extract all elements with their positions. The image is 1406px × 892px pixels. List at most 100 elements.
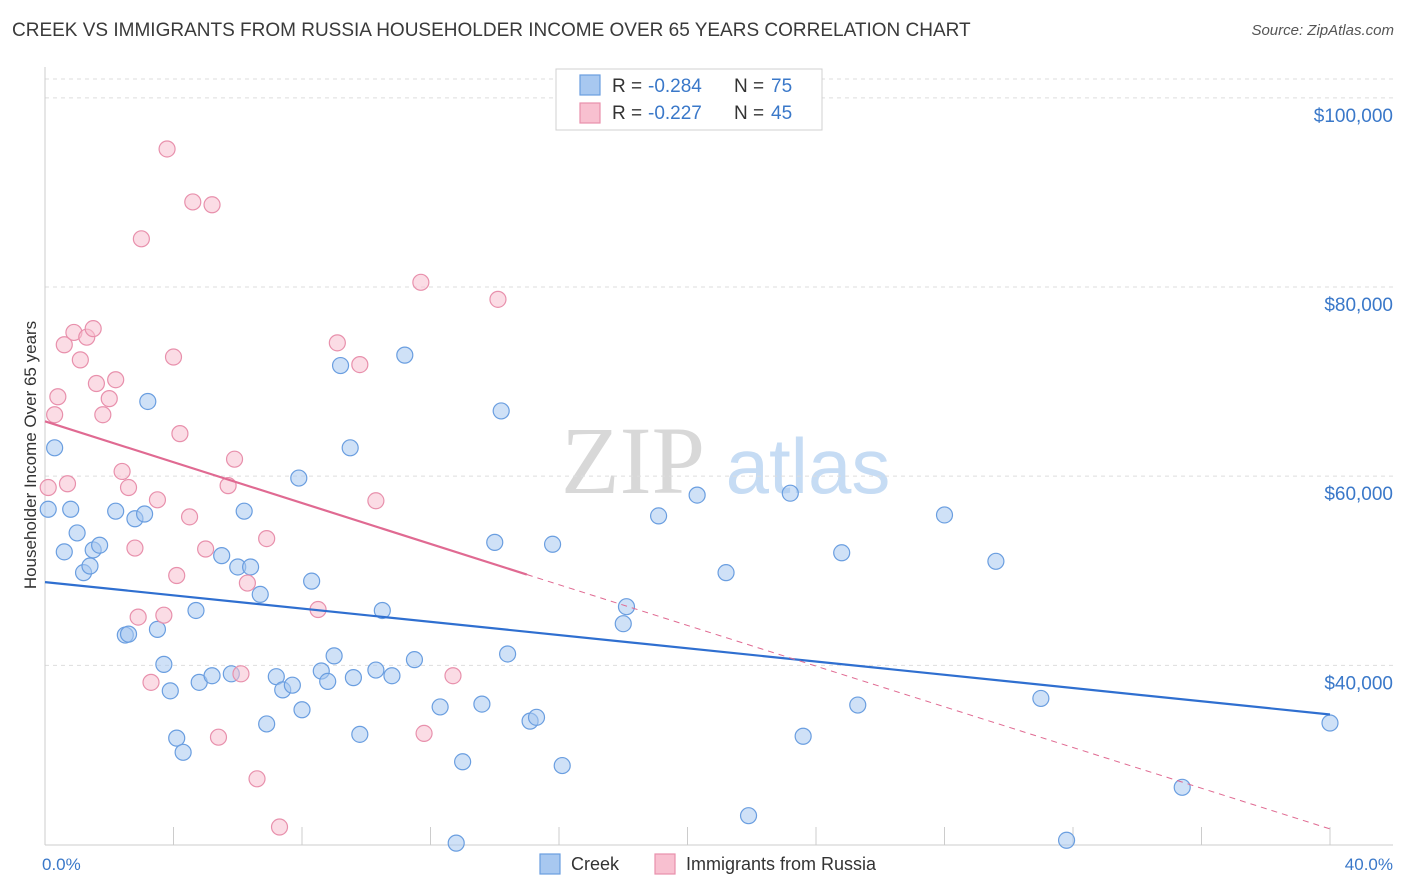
series-creek-points bbox=[39, 346, 1339, 852]
russia-point bbox=[126, 539, 144, 557]
creek-point bbox=[55, 543, 73, 561]
creek-point bbox=[473, 695, 491, 713]
bottom-legend-russia: Immigrants from Russia bbox=[686, 854, 877, 874]
russia-trend-extension bbox=[526, 574, 1331, 830]
axes bbox=[44, 67, 1393, 846]
creek-point bbox=[987, 552, 1005, 570]
russia-point bbox=[258, 529, 276, 548]
russia-point bbox=[158, 140, 176, 158]
creek-point bbox=[396, 346, 414, 364]
x-tick-label-min: 0.0% bbox=[42, 855, 81, 874]
creek-point bbox=[155, 655, 173, 673]
russia-point bbox=[142, 673, 160, 691]
watermark-zip: ZIP bbox=[561, 407, 705, 514]
russia-point bbox=[248, 770, 266, 788]
chart-title: CREEK VS IMMIGRANTS FROM RUSSIA HOUSEHOL… bbox=[12, 20, 971, 41]
creek-point bbox=[344, 669, 362, 687]
creek-point bbox=[739, 807, 758, 825]
creek-point bbox=[187, 601, 205, 620]
legend-n-label-1: N = bbox=[734, 76, 764, 97]
y-tick-label: $80,000 bbox=[1324, 295, 1393, 316]
legend-swatch-creek bbox=[579, 74, 601, 96]
russia-point bbox=[412, 273, 430, 291]
y-tick-label: $100,000 bbox=[1314, 106, 1393, 127]
russia-point bbox=[270, 818, 289, 836]
creek-point bbox=[492, 402, 510, 420]
creek-point bbox=[367, 661, 385, 679]
creek-point bbox=[341, 439, 359, 457]
creek-point bbox=[283, 676, 301, 694]
russia-point bbox=[351, 355, 369, 374]
creek-point bbox=[833, 544, 851, 562]
creek-point bbox=[617, 598, 636, 616]
russia-point bbox=[238, 574, 256, 592]
russia-point bbox=[132, 230, 150, 248]
creek-point bbox=[405, 651, 424, 669]
creek-point bbox=[303, 572, 321, 590]
creek-point bbox=[174, 743, 192, 761]
legend-n-value-1: 75 bbox=[771, 76, 792, 97]
russia-point bbox=[444, 667, 462, 685]
creek-point bbox=[119, 625, 138, 643]
russia-point bbox=[367, 492, 385, 510]
creek-point bbox=[68, 524, 86, 542]
russia-point bbox=[232, 665, 250, 683]
russia-point bbox=[49, 388, 67, 406]
creek-point bbox=[849, 696, 867, 714]
creek-point bbox=[161, 682, 179, 700]
creek-point bbox=[148, 620, 167, 638]
creek-point bbox=[107, 502, 125, 520]
creek-point bbox=[258, 715, 276, 733]
creek-point bbox=[1057, 831, 1076, 849]
creek-point bbox=[91, 536, 109, 554]
russia-point bbox=[87, 374, 106, 393]
watermark-atlas: atlas bbox=[726, 422, 891, 510]
russia-point bbox=[415, 724, 433, 743]
creek-point bbox=[168, 729, 186, 747]
y-tick-label: $40,000 bbox=[1324, 673, 1393, 694]
creek-point bbox=[251, 585, 269, 603]
creek-point bbox=[614, 615, 632, 633]
russia-point bbox=[71, 351, 89, 369]
creek-point bbox=[794, 727, 812, 745]
creek-point bbox=[527, 708, 546, 726]
creek-point bbox=[935, 506, 954, 524]
y-tick-label: $60,000 bbox=[1324, 484, 1393, 505]
bottom-legend: Creek Immigrants from Russia bbox=[539, 853, 877, 875]
russia-point bbox=[197, 540, 215, 558]
creek-point bbox=[81, 557, 99, 575]
creek-point bbox=[325, 647, 343, 665]
creek-point bbox=[62, 500, 80, 518]
creek-point bbox=[649, 507, 668, 525]
creek-point bbox=[213, 547, 231, 565]
russia-point bbox=[164, 348, 183, 366]
creek-point bbox=[139, 392, 157, 411]
creek-point bbox=[454, 753, 472, 771]
russia-point bbox=[55, 336, 73, 354]
creek-point bbox=[351, 725, 369, 743]
russia-point bbox=[58, 475, 77, 493]
legend-swatch-russia bbox=[579, 102, 601, 124]
bottom-legend-swatch-russia bbox=[654, 853, 676, 875]
creek-point bbox=[293, 701, 311, 719]
creek-point bbox=[135, 505, 154, 523]
x-tick-label-max: 40.0% bbox=[1345, 855, 1393, 874]
russia-point bbox=[209, 728, 228, 746]
legend-n-value-2: 45 bbox=[771, 103, 792, 124]
russia-point bbox=[107, 371, 125, 389]
legend-r-value-2: -0.227 bbox=[648, 103, 702, 124]
legend: R = -0.284 N = 75 R = -0.227 N = 45 bbox=[555, 68, 823, 131]
creek-point bbox=[553, 756, 571, 775]
russia-point bbox=[94, 406, 112, 424]
creek-point bbox=[331, 356, 350, 375]
creek-trend-line bbox=[44, 581, 1331, 716]
russia-point bbox=[119, 478, 138, 497]
creek-point bbox=[319, 672, 337, 690]
creek-point bbox=[46, 439, 64, 457]
legend-r-value-1: -0.284 bbox=[648, 76, 702, 97]
creek-point bbox=[717, 564, 735, 582]
trend-lines bbox=[44, 420, 1331, 830]
russia-point bbox=[225, 450, 244, 468]
russia-point bbox=[100, 390, 118, 408]
